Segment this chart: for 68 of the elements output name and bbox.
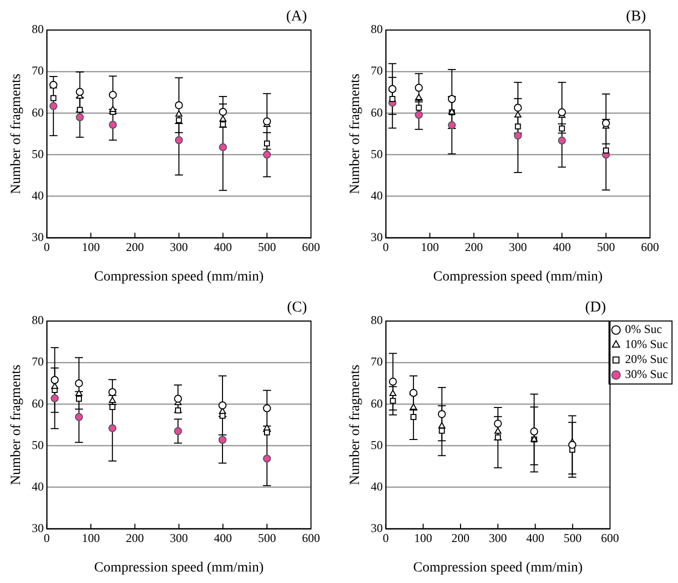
y-axis-title: Number of fragments — [348, 74, 364, 194]
x-tick-label: 300 — [488, 531, 507, 546]
y-tick-label: 60 — [32, 105, 44, 120]
x-axis-title: Compression speed (mm/min) — [433, 269, 604, 284]
x-axis-title: Compression speed (mm/min) — [413, 560, 584, 576]
y-tick-label: 70 — [370, 354, 383, 369]
y-tick-label: 30 — [370, 520, 383, 535]
x-tick-label: 100 — [82, 240, 100, 254]
y-tick-label: 50 — [370, 438, 383, 452]
y-tick-label: 30 — [32, 520, 44, 535]
y-tick-label: 70 — [370, 64, 383, 78]
legend-label: 30% Suc — [625, 367, 668, 382]
x-tick-label: 500 — [258, 240, 276, 254]
x-tick-label: 0 — [382, 531, 389, 546]
y-tick-label: 60 — [370, 105, 383, 120]
legend-label: 0% Suc — [625, 322, 662, 336]
x-tick-label: 100 — [420, 240, 439, 254]
x-tick-label: 500 — [258, 531, 276, 546]
y-tick-label: 60 — [32, 396, 44, 410]
y-tick-label: 80 — [32, 313, 44, 328]
y-axis-title: Number of fragments — [348, 364, 364, 486]
legend-label: 20% Suc — [625, 352, 668, 366]
y-tick-label: 40 — [370, 479, 383, 494]
y-tick-label: 40 — [32, 479, 44, 494]
x-tick-label: 400 — [526, 531, 544, 546]
x-tick-label: 200 — [126, 531, 144, 546]
x-tick-label: 600 — [302, 240, 320, 254]
x-tick-label: 600 — [601, 531, 620, 546]
x-tick-label: 400 — [214, 531, 232, 546]
y-tick-label: 40 — [370, 188, 383, 202]
y-tick-label: 60 — [370, 396, 383, 410]
x-tick-label: 0 — [382, 240, 389, 254]
y-tick-label: 80 — [370, 313, 383, 328]
y-tick-label: 70 — [32, 354, 44, 369]
y-tick-label: 50 — [370, 146, 383, 161]
x-tick-label: 200 — [452, 531, 470, 546]
chart-title: (A) — [286, 8, 307, 24]
x-tick-label: 100 — [414, 531, 432, 546]
x-tick-label: 200 — [126, 240, 144, 254]
x-tick-label: 200 — [464, 240, 483, 254]
y-tick-label: 40 — [32, 188, 44, 202]
x-tick-label: 400 — [552, 240, 571, 254]
y-tick-label: 30 — [370, 230, 383, 244]
x-tick-label: 300 — [170, 240, 188, 254]
x-tick-label: 400 — [214, 240, 232, 254]
y-tick-label: 50 — [32, 146, 44, 161]
x-axis-title: Compression speed (mm/min) — [94, 269, 264, 284]
chart-title: (B) — [626, 8, 646, 24]
chart-title: (D) — [585, 299, 606, 316]
y-tick-label: 80 — [32, 22, 44, 36]
x-tick-label: 0 — [44, 240, 50, 254]
chart-title: (C) — [287, 299, 307, 316]
x-tick-label: 600 — [641, 240, 659, 254]
x-tick-label: 500 — [564, 531, 582, 546]
y-tick-label: 30 — [32, 230, 44, 244]
y-tick-label: 70 — [32, 64, 44, 78]
y-tick-label: 50 — [32, 438, 44, 452]
y-axis-title: Number of fragments — [9, 364, 24, 486]
x-tick-label: 600 — [302, 531, 320, 546]
x-axis-title: Compression speed (mm/min) — [94, 560, 264, 576]
legend-label: 10% Suc — [625, 337, 668, 352]
x-tick-label: 100 — [82, 531, 100, 546]
x-tick-label: 300 — [508, 240, 527, 254]
y-axis-title: Number of fragments — [9, 74, 24, 194]
x-tick-label: 500 — [596, 240, 615, 254]
x-tick-label: 300 — [170, 531, 188, 546]
y-tick-label: 80 — [370, 22, 383, 36]
x-tick-label: 0 — [44, 531, 50, 546]
